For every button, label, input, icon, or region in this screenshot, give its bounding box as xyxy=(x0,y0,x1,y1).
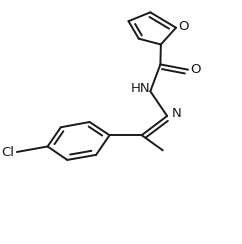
Text: O: O xyxy=(178,20,189,33)
Text: HN: HN xyxy=(130,82,150,95)
Text: O: O xyxy=(190,63,200,76)
Text: N: N xyxy=(171,107,181,120)
Text: Cl: Cl xyxy=(1,145,14,159)
